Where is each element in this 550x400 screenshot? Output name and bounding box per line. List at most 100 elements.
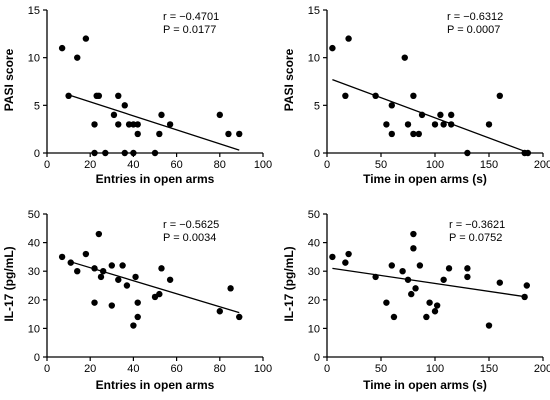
- data-point: [440, 276, 447, 283]
- data-point: [102, 149, 109, 157]
- data-point: [108, 302, 116, 309]
- data-point: [121, 149, 128, 157]
- p-value: P = 0.0752: [449, 232, 502, 244]
- data-point: [404, 276, 412, 283]
- data-point: [388, 102, 395, 109]
- data-point: [67, 259, 74, 266]
- data-point: [119, 262, 126, 269]
- data-point: [415, 130, 422, 138]
- data-point: [410, 230, 417, 238]
- x-tick-label: 60: [170, 363, 182, 375]
- y-axis-label: PASI score: [2, 48, 16, 111]
- data-point: [426, 299, 433, 306]
- data-point: [134, 130, 141, 138]
- data-point: [448, 121, 455, 128]
- data-point: [412, 285, 419, 292]
- data-point: [115, 92, 122, 100]
- data-point: [440, 121, 447, 128]
- data-point: [433, 302, 441, 309]
- data-point: [82, 35, 90, 42]
- y-tick-label: 0: [34, 352, 40, 364]
- panel-pasi-vs-entries: PASI score Entries in open arms r = −0.4…: [2, 5, 272, 186]
- panel-il17-vs-entries: IL-17 (pg/mL) Entries in open arms r = −…: [2, 209, 272, 392]
- data-point: [74, 54, 81, 61]
- y-axis-label: IL-17 (pg/mL): [282, 246, 296, 321]
- x-tick-label: 100: [254, 159, 272, 171]
- y-axis-label: PASI score: [282, 48, 296, 111]
- data-point: [121, 102, 128, 109]
- data-point: [132, 273, 139, 281]
- data-point: [225, 130, 232, 138]
- data-point: [130, 149, 137, 157]
- y-tick-label: 20: [308, 295, 320, 307]
- x-tick-label: 40: [127, 363, 139, 375]
- x-tick-label: 50: [375, 363, 387, 375]
- data-point: [416, 262, 424, 269]
- data-point: [329, 44, 336, 52]
- x-tick-label: 20: [84, 159, 96, 171]
- data-point: [401, 54, 408, 61]
- data-point: [342, 259, 349, 266]
- data-point: [236, 313, 243, 321]
- x-tick-label: 100: [426, 159, 444, 171]
- data-point: [399, 268, 406, 275]
- data-point: [431, 121, 439, 128]
- data-point: [410, 92, 417, 100]
- x-tick-label: 200: [534, 363, 550, 375]
- data-point: [329, 253, 336, 261]
- data-point: [496, 92, 503, 100]
- data-point: [130, 322, 137, 329]
- data-point: [388, 130, 395, 138]
- data-point: [236, 130, 243, 138]
- y-tick-label: 10: [308, 323, 320, 335]
- data-point: [372, 92, 379, 100]
- x-tick-label: 40: [127, 159, 139, 171]
- y-tick-label: 0: [34, 148, 40, 160]
- y-tick-label: 15: [28, 5, 40, 17]
- data-point: [134, 299, 141, 306]
- correlation-r: r = −0.5625: [163, 219, 219, 231]
- data-point: [410, 245, 417, 252]
- data-point: [166, 276, 174, 283]
- x-tick-label: 0: [44, 159, 50, 171]
- x-tick-label: 0: [324, 159, 330, 171]
- data-point: [82, 250, 90, 258]
- data-point: [158, 265, 165, 272]
- y-tick-label: 0: [314, 352, 320, 364]
- data-point: [485, 322, 493, 329]
- data-point: [74, 268, 81, 275]
- data-point: [485, 121, 493, 128]
- correlation-r: r = −0.3621: [449, 219, 505, 231]
- y-tick-label: 20: [28, 295, 40, 307]
- y-tick-label: 30: [28, 266, 40, 278]
- data-point: [91, 149, 98, 157]
- data-point: [95, 230, 103, 238]
- regression-line: [332, 267, 527, 298]
- x-tick-label: 150: [480, 159, 498, 171]
- data-point: [97, 273, 105, 281]
- data-point: [496, 279, 503, 286]
- data-point: [227, 285, 234, 292]
- data-point: [524, 149, 532, 157]
- data-point: [383, 121, 390, 128]
- data-point: [115, 276, 122, 283]
- data-point: [523, 282, 530, 289]
- data-point: [345, 250, 352, 258]
- x-tick-label: 60: [170, 159, 182, 171]
- y-tick-label: 5: [34, 100, 40, 112]
- data-point: [115, 121, 122, 128]
- data-point: [58, 253, 66, 261]
- data-point: [216, 111, 223, 119]
- data-point: [521, 293, 528, 301]
- data-point: [158, 111, 165, 119]
- y-tick-label: 0: [314, 148, 320, 160]
- regression-line: [68, 94, 240, 151]
- y-tick-label: 5: [314, 100, 320, 112]
- y-tick-label: 10: [308, 53, 320, 65]
- data-point: [99, 268, 107, 275]
- data-point: [431, 308, 439, 315]
- y-axis-label: IL-17 (pg/mL): [2, 246, 16, 321]
- data-point: [110, 111, 118, 119]
- data-point: [91, 121, 98, 128]
